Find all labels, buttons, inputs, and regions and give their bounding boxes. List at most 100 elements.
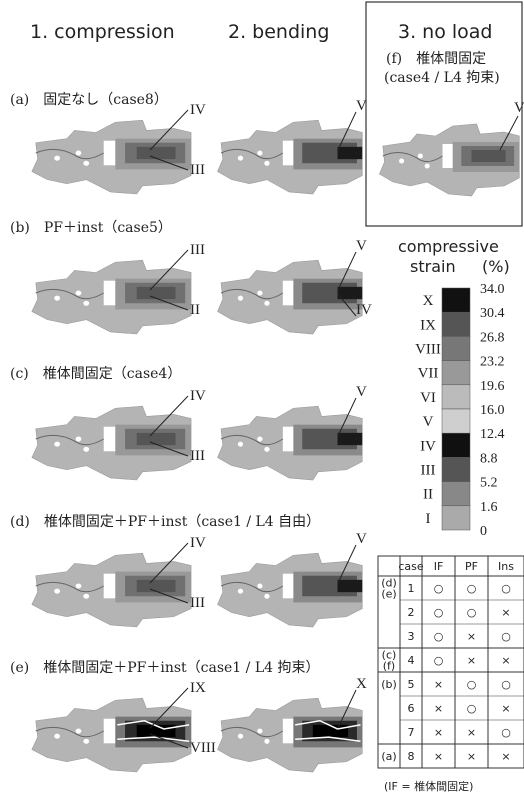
table-cell: 3 xyxy=(408,630,415,643)
strain-zone xyxy=(136,286,176,300)
model-spot xyxy=(83,593,90,599)
leader-line xyxy=(149,395,189,437)
table-group: (c) xyxy=(382,649,397,662)
vertebra-outline xyxy=(220,148,284,160)
table-cell: ○ xyxy=(501,630,511,643)
fem-model xyxy=(31,119,192,195)
legend-value: 16.0 xyxy=(480,403,505,418)
fem-model xyxy=(217,119,363,195)
table-cell: ○ xyxy=(434,654,444,667)
column-header: 1. compression xyxy=(30,21,175,43)
table-cell: ○ xyxy=(434,582,444,595)
legend-swatch xyxy=(441,457,471,482)
model-hole xyxy=(103,140,116,166)
column-header: 3. no load xyxy=(398,21,492,43)
table-cell: 2 xyxy=(408,606,415,619)
fem-model xyxy=(217,405,363,481)
legend-value: 34.0 xyxy=(480,282,505,297)
strain-marker: III xyxy=(190,595,205,611)
strain-marker: III xyxy=(190,242,205,258)
legend-unit: (%) xyxy=(482,257,510,276)
model-hole xyxy=(103,718,116,744)
table-cell: ○ xyxy=(434,630,444,643)
model-spot xyxy=(257,583,263,589)
strain-zone xyxy=(136,432,176,446)
model-spot xyxy=(264,738,270,744)
table-cell: × xyxy=(467,750,476,763)
model-spot xyxy=(237,588,244,594)
table-cell: ○ xyxy=(501,678,511,691)
legend-swatch xyxy=(441,384,471,410)
fem-model xyxy=(31,405,192,481)
model-spot xyxy=(399,158,405,164)
strain-zone xyxy=(337,286,363,300)
strain-marker: IV xyxy=(190,535,206,551)
fem-model xyxy=(379,123,520,197)
model-spot xyxy=(237,441,244,447)
panel-label: (a) 固定なし（case8） xyxy=(10,92,168,108)
strain-marker: IV xyxy=(190,102,206,118)
table-group: (b) xyxy=(381,678,397,691)
no-load-box xyxy=(365,1,523,227)
strain-marker: IX xyxy=(190,680,206,696)
leader-line xyxy=(149,542,189,584)
model-hole xyxy=(103,280,116,306)
legend-level: IX xyxy=(420,317,436,333)
legend-level: VI xyxy=(420,390,436,406)
legend-swatch xyxy=(441,311,471,337)
model-spot xyxy=(83,446,90,452)
model-spot xyxy=(83,300,90,306)
model-spot xyxy=(83,738,90,744)
panel-label: (e) 椎体間固定＋PF＋inst（case1 / L4 拘束） xyxy=(10,660,319,676)
legend-value: 12.4 xyxy=(480,427,505,442)
table-cell: × xyxy=(434,750,443,763)
legend-swatch xyxy=(441,336,471,361)
table-cell: × xyxy=(467,726,476,739)
table-cell: × xyxy=(434,702,443,715)
model-hole xyxy=(282,140,294,166)
leader-line xyxy=(337,544,357,584)
leader-line xyxy=(337,111,357,151)
strain-marker: VIII xyxy=(190,740,216,756)
panel-label: (f) 椎体間固定 xyxy=(386,51,486,67)
footnote: (IF = 椎体間固定) xyxy=(384,779,473,793)
fem-model xyxy=(31,697,192,773)
strain-marker: II xyxy=(190,302,200,318)
model-spot xyxy=(54,733,61,739)
legend-level: VIII xyxy=(415,342,441,358)
model-hole xyxy=(282,573,294,599)
strain-marker: V xyxy=(514,100,524,116)
table-cell: 6 xyxy=(408,702,415,715)
table-header: case xyxy=(398,560,424,573)
table-cell: 1 xyxy=(408,582,415,595)
model-spot xyxy=(257,290,263,296)
leader-line xyxy=(337,397,357,437)
model-spot xyxy=(54,155,61,161)
model-spot xyxy=(237,733,244,739)
model-spot xyxy=(257,436,263,442)
leader-line xyxy=(337,251,357,291)
vertebra-outline xyxy=(35,581,104,593)
strain-marker: X xyxy=(356,676,367,692)
model-hole xyxy=(282,426,294,452)
model-spot xyxy=(264,300,270,306)
table-cell: × xyxy=(501,654,510,667)
vertebra-outline xyxy=(35,434,104,446)
table-cell: × xyxy=(501,702,510,715)
leader-line xyxy=(149,687,189,729)
vertebra-outline xyxy=(220,581,284,593)
legend-value: 23.2 xyxy=(480,355,505,370)
panel-label: (b) PF＋inst（case5） xyxy=(10,220,172,236)
strain-marker: V xyxy=(356,384,367,400)
table-cell: ○ xyxy=(467,678,477,691)
vertebra-outline xyxy=(35,726,104,738)
table-cell: ○ xyxy=(434,606,444,619)
leader-line xyxy=(337,689,357,729)
table-cell: × xyxy=(467,654,476,667)
model-hole xyxy=(103,426,116,452)
table-cell: × xyxy=(501,750,510,763)
table-cell: 8 xyxy=(408,750,415,763)
leader-line xyxy=(149,109,189,151)
model-spot xyxy=(257,150,263,156)
legend-swatch xyxy=(441,408,471,434)
